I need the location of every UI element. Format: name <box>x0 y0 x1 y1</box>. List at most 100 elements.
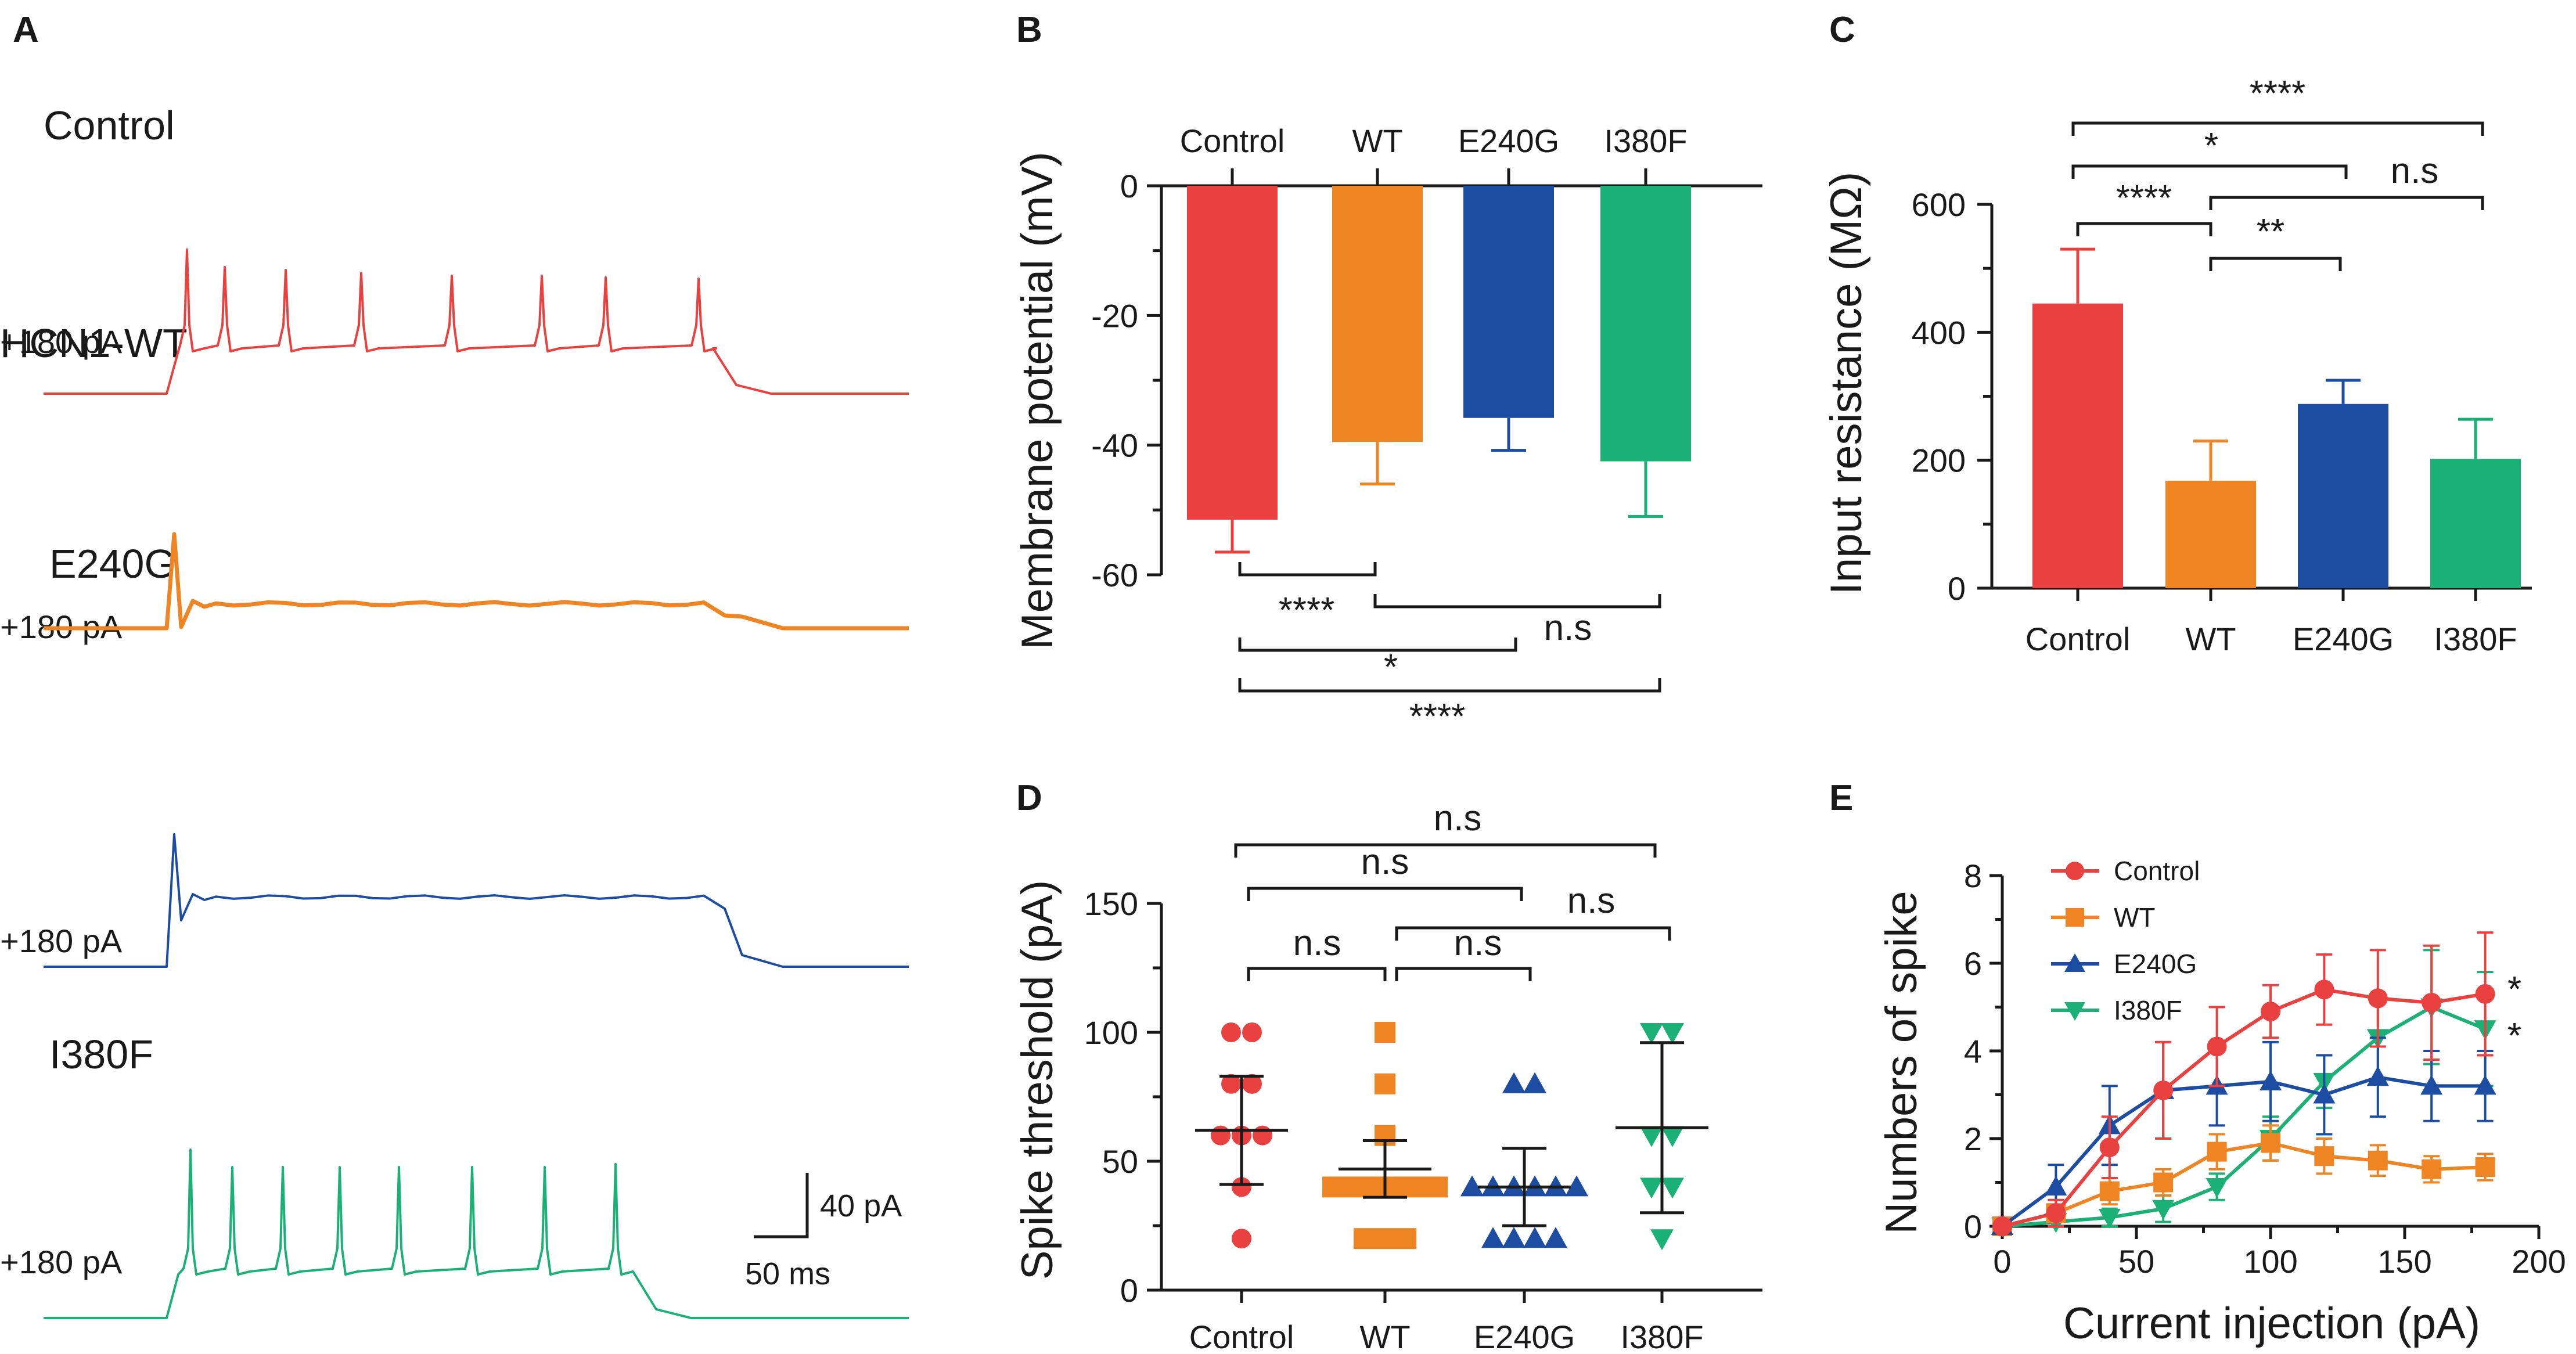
panel-e-point-e240g <box>2366 1066 2389 1086</box>
stim-label-i380f: +180 pA <box>0 1244 123 1280</box>
panel-e-point-i380f <box>2206 1178 2228 1198</box>
panel-e-point-i380f <box>2098 1208 2121 1229</box>
scale-bar <box>754 1173 809 1238</box>
panel-b-membrane-potential: B Membrane potential (mV) 0 -20 -40 -60 Cont… <box>1013 10 1762 737</box>
panel-d-point-i380f <box>1640 1126 1663 1147</box>
panel-d-sig-control-wt-label: n.s <box>1293 923 1341 963</box>
panel-e-legend-label-i380f: I380F <box>2114 995 2182 1025</box>
panel-e-spike-count: E Numbers of spike Current injection (pA… <box>1829 778 2566 1348</box>
panel-d-xtick-label-wt: WT <box>1359 1319 1410 1354</box>
panel-e-legend-label-control: Control <box>2114 856 2200 886</box>
panel-d-sig-wt-e240g-label: n.s <box>1454 923 1502 963</box>
panel-d-xtick-label-control: Control <box>1189 1319 1294 1354</box>
panel-b-errorbar-e240g <box>1491 417 1526 452</box>
panel-b-xtick-label-wt: WT <box>1352 123 1402 159</box>
trace-e240g <box>44 833 909 968</box>
panel-e-line-e240g <box>2001 1075 2485 1228</box>
panel-a-label: A <box>13 10 39 50</box>
panel-b-errorbar-wt <box>1360 442 1395 486</box>
panel-e-point-wt <box>2153 1172 2174 1193</box>
panel-c-errorbar-wt <box>2193 440 2228 481</box>
panel-e-legend-marker-wt <box>2066 908 2084 927</box>
panel-d-plot: 0 50 100 150 Control WT E240G I380F n.s n.s n.s n.s… <box>1084 798 1762 1354</box>
panel-d-sig-wt-e240g-bracket <box>1395 967 1532 981</box>
panel-e-sig-i380f: * <box>2507 1016 2521 1056</box>
panel-e-point-e240g <box>2045 1176 2067 1196</box>
panel-e-label: E <box>1829 778 1853 818</box>
panel-e-point-control <box>2314 980 2334 1000</box>
panel-d-point-wt <box>1375 1228 1395 1249</box>
panel-c-xtick-label-control: Control <box>2025 621 2131 657</box>
panel-d-mean-sd-e240g <box>1478 1147 1571 1227</box>
panel-d-point-control <box>1221 1074 1241 1094</box>
panel-e-legend-marker-e240g <box>2064 953 2085 972</box>
panel-c-sig-control-wt-bracket <box>2076 222 2212 236</box>
stim-label-control: +180 pA <box>0 323 123 360</box>
panel-e-point-control <box>2207 1036 2227 1057</box>
panel-e-point-wt <box>2207 1141 2227 1162</box>
panel-d-sig-control-i380f-label: n.s <box>1434 798 1482 838</box>
panel-c-xtick-label-i380f: I380F <box>2434 621 2517 657</box>
panel-e-point-i380f <box>2152 1200 2175 1220</box>
panel-d-sig-control-e240g-label: n.s <box>1361 842 1409 882</box>
panel-b-sig-control-wt-bracket <box>1238 562 1377 577</box>
panel-e-point-wt <box>2314 1146 2334 1166</box>
panel-e-ytick-label-3: 6 <box>1964 945 1982 982</box>
panel-d-point-e240g <box>1502 1227 1526 1248</box>
panel-e-point-wt <box>2261 1133 2280 1153</box>
panel-e-point-e240g <box>2313 1083 2336 1104</box>
panel-b-bar-control <box>1187 186 1278 520</box>
panel-e-point-control <box>2261 1002 2280 1022</box>
panel-b-ylabel: Membrane potential (mV) <box>1013 152 1062 649</box>
panel-b-ytick-label-0: 0 <box>1120 168 1138 204</box>
trace-label-i380f: I380F <box>49 1032 153 1077</box>
panel-b-sig-control-wt-label: **** <box>1279 590 1335 631</box>
panel-e-line-i380f <box>2002 1005 2486 1228</box>
panel-d-point-e240g <box>1502 1072 1526 1093</box>
panel-b-ytick-label-3: -60 <box>1091 557 1138 593</box>
panel-b-bar-i380f <box>1600 186 1691 462</box>
panel-d-point-e240g <box>1565 1175 1588 1197</box>
panel-d-label: D <box>1016 778 1042 818</box>
panel-a-traces: A Control HCN1-WT E240G I380F +180 pA +1… <box>0 10 909 1319</box>
panel-b-xtick-label-control: Control <box>1180 123 1285 159</box>
panel-b-sig-wt-i380f-label: n.s <box>1544 608 1592 648</box>
panel-c-ylabel: Input resistance (MΩ) <box>1822 172 1871 595</box>
panel-d-ytick-label-3: 150 <box>1084 885 1138 922</box>
panel-d-point-e240g <box>1523 1072 1546 1093</box>
panel-b-sig-control-i380f-label: **** <box>1409 697 1466 737</box>
panel-d-point-control <box>1242 1022 1262 1042</box>
trace-control <box>44 249 909 395</box>
stim-label-e240g: +180 pA <box>0 923 123 959</box>
panel-b-sig-control-e240g-label: * <box>1384 647 1398 687</box>
panel-d-point-wt <box>1406 1176 1427 1198</box>
panel-d-sig-control-e240g-bracket <box>1247 887 1523 901</box>
panel-d-point-wt <box>1322 1176 1343 1198</box>
panel-c-ytick-label-2: 400 <box>1912 314 1966 351</box>
panel-d-spike-threshold: D Spike threshold (pA) 0 50 100 150 Control W… <box>1013 778 1762 1354</box>
panel-e-point-e240g <box>2474 1075 2496 1095</box>
panel-d-point-i380f <box>1661 1126 1684 1147</box>
panel-b-ytick-label-1: -20 <box>1091 297 1138 334</box>
panel-e-legend-marker-control <box>2066 862 2084 880</box>
panel-c-errorbar-e240g <box>2326 379 2361 404</box>
panel-e-point-control <box>2475 984 2495 1004</box>
panel-c-sig-wt-e240g-bracket <box>2209 257 2342 271</box>
panel-d-point-control <box>1242 1074 1262 1094</box>
panel-b-sig-control-i380f-bracket <box>1238 678 1661 693</box>
panel-d-sig-wt-i380f-label: n.s <box>1567 881 1616 921</box>
trace-i380f <box>44 1148 909 1319</box>
panel-d-point-wt <box>1375 1022 1395 1043</box>
panel-c-sig-wt-i380f-bracket <box>2209 196 2484 210</box>
panel-c-sig-control-e240g-label: * <box>2204 126 2218 166</box>
panel-c-errorbar-control <box>2060 247 2095 304</box>
panel-e-line-control <box>2002 988 2486 1228</box>
panel-c-ytick-label-0: 0 <box>1948 570 1966 607</box>
panel-c-xtick-label-wt: WT <box>2185 621 2236 657</box>
trace-label-control: Control <box>44 103 175 148</box>
panel-d-point-control <box>1221 1022 1241 1042</box>
panel-e-plot: 0 2 4 6 8 0 50 100 150 200 * * Control WT E240G I380F <box>1964 856 2566 1280</box>
panel-c-bar-e240g <box>2298 404 2388 588</box>
